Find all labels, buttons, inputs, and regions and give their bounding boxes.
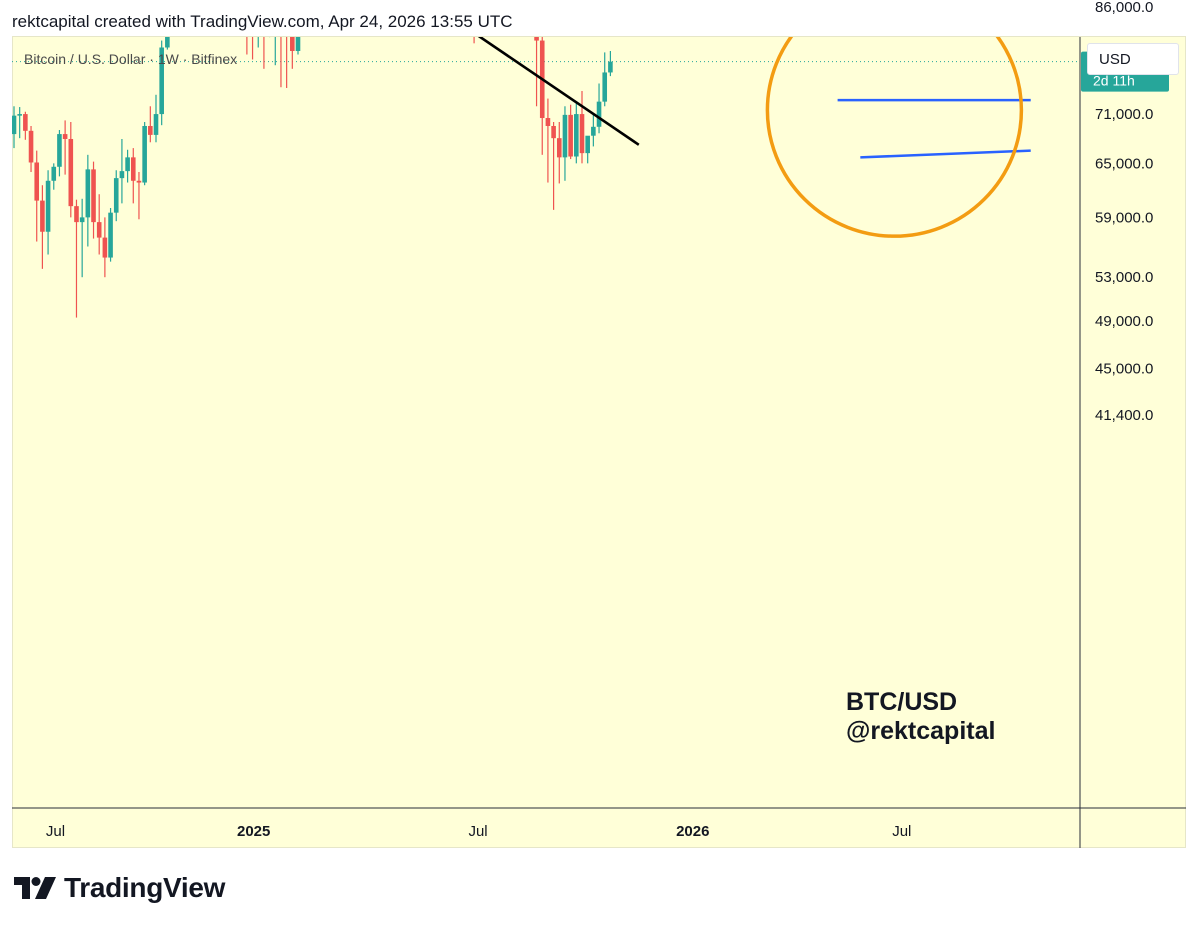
y-tick-label: 59,000.0 [1095, 209, 1153, 226]
symbol-description: Bitcoin / U.S. Dollar · 1W · Bitfinex [24, 51, 238, 67]
candle-body [585, 135, 590, 154]
candle-body [556, 138, 562, 158]
highlight-circle [765, 37, 1024, 238]
watermark-pair: BTC/USD [846, 688, 958, 716]
candle-body [301, 0, 306, 24]
tradingview-brand[interactable]: TradingView [14, 872, 225, 904]
candle-body [40, 200, 45, 232]
candle-body [136, 180, 142, 183]
candle-body [529, 0, 534, 4]
y-tick-label: 53,000.0 [1095, 269, 1153, 286]
candle-body [579, 114, 585, 154]
candle-body [12, 115, 17, 135]
x-tick-label: Jul [468, 823, 487, 840]
currency-button[interactable]: USD [1087, 43, 1179, 75]
candle-body [91, 169, 96, 223]
candle-body [79, 217, 85, 223]
candle-body [165, 37, 170, 48]
candle-body [102, 237, 108, 258]
y-tick-label: 65,000.0 [1095, 155, 1153, 172]
candle-body [608, 61, 613, 73]
candle-body [34, 162, 40, 201]
tradingview-logo-icon [14, 877, 56, 899]
chart-area[interactable] [12, 36, 1186, 848]
drawings-layer [477, 37, 1031, 238]
range-bottom-line [860, 149, 1031, 159]
x-tick-label: Jul [892, 823, 911, 840]
y-tick-label: 41,400.0 [1095, 407, 1153, 424]
candle-body [28, 130, 34, 163]
downtrend-line [477, 37, 640, 146]
candle-body [17, 114, 22, 116]
bar-countdown: 2d 11h [1093, 73, 1135, 89]
candle-body [602, 72, 608, 102]
candle-body [279, 0, 284, 13]
candle-body [596, 101, 602, 127]
candle-body [96, 222, 102, 238]
watermark-author: @rektcapital [846, 717, 996, 745]
candles-layer [12, 0, 1080, 318]
candle-body [153, 114, 159, 135]
candle-body [267, 20, 272, 22]
candle-body [551, 125, 556, 139]
candle-body [574, 114, 579, 157]
candle-body [125, 157, 130, 172]
candle-body [74, 206, 79, 223]
candle-body [290, 37, 295, 51]
candle-body [250, 17, 255, 30]
candle-body [568, 114, 573, 157]
watermark-text: BTC/USD @rektcapital [846, 688, 995, 746]
candle-body [85, 169, 91, 218]
candle-body [256, 14, 261, 31]
x-tick-label: Jul [46, 823, 65, 840]
candle-body [159, 47, 164, 115]
chart-credit: rektcapital created with TradingView.com… [12, 12, 513, 31]
candle-body [477, 0, 482, 1]
candle-body [119, 171, 125, 179]
y-tick-label: 86,000.0 [1095, 0, 1153, 16]
candle-body [142, 125, 147, 183]
candle-body [562, 114, 568, 158]
brand-name: TradingView [64, 872, 226, 903]
candle-body [273, 0, 278, 20]
candle-body [68, 138, 74, 207]
candle-body [57, 134, 62, 167]
candle-body [295, 37, 301, 51]
candle-body [591, 126, 596, 136]
candle-body [245, 0, 250, 17]
candle-body [51, 166, 57, 181]
candle-body [108, 212, 113, 258]
candle-body [113, 178, 119, 213]
y-tick-label: 49,000.0 [1095, 313, 1153, 330]
candle-body [130, 157, 136, 181]
candle-body [545, 118, 551, 126]
candle-body [23, 114, 28, 131]
candle-body [284, 13, 289, 27]
y-tick-label: 71,000.0 [1095, 106, 1153, 123]
candle-body [262, 14, 267, 23]
y-tick-label: 45,000.0 [1095, 361, 1153, 378]
candle-body [62, 134, 68, 139]
candle-body [148, 125, 153, 135]
x-tick-label: 2026 [676, 823, 709, 840]
x-tick-label: 2025 [237, 823, 270, 840]
candle-body [472, 0, 477, 1]
candle-body [534, 37, 539, 41]
candle-body [45, 180, 51, 232]
